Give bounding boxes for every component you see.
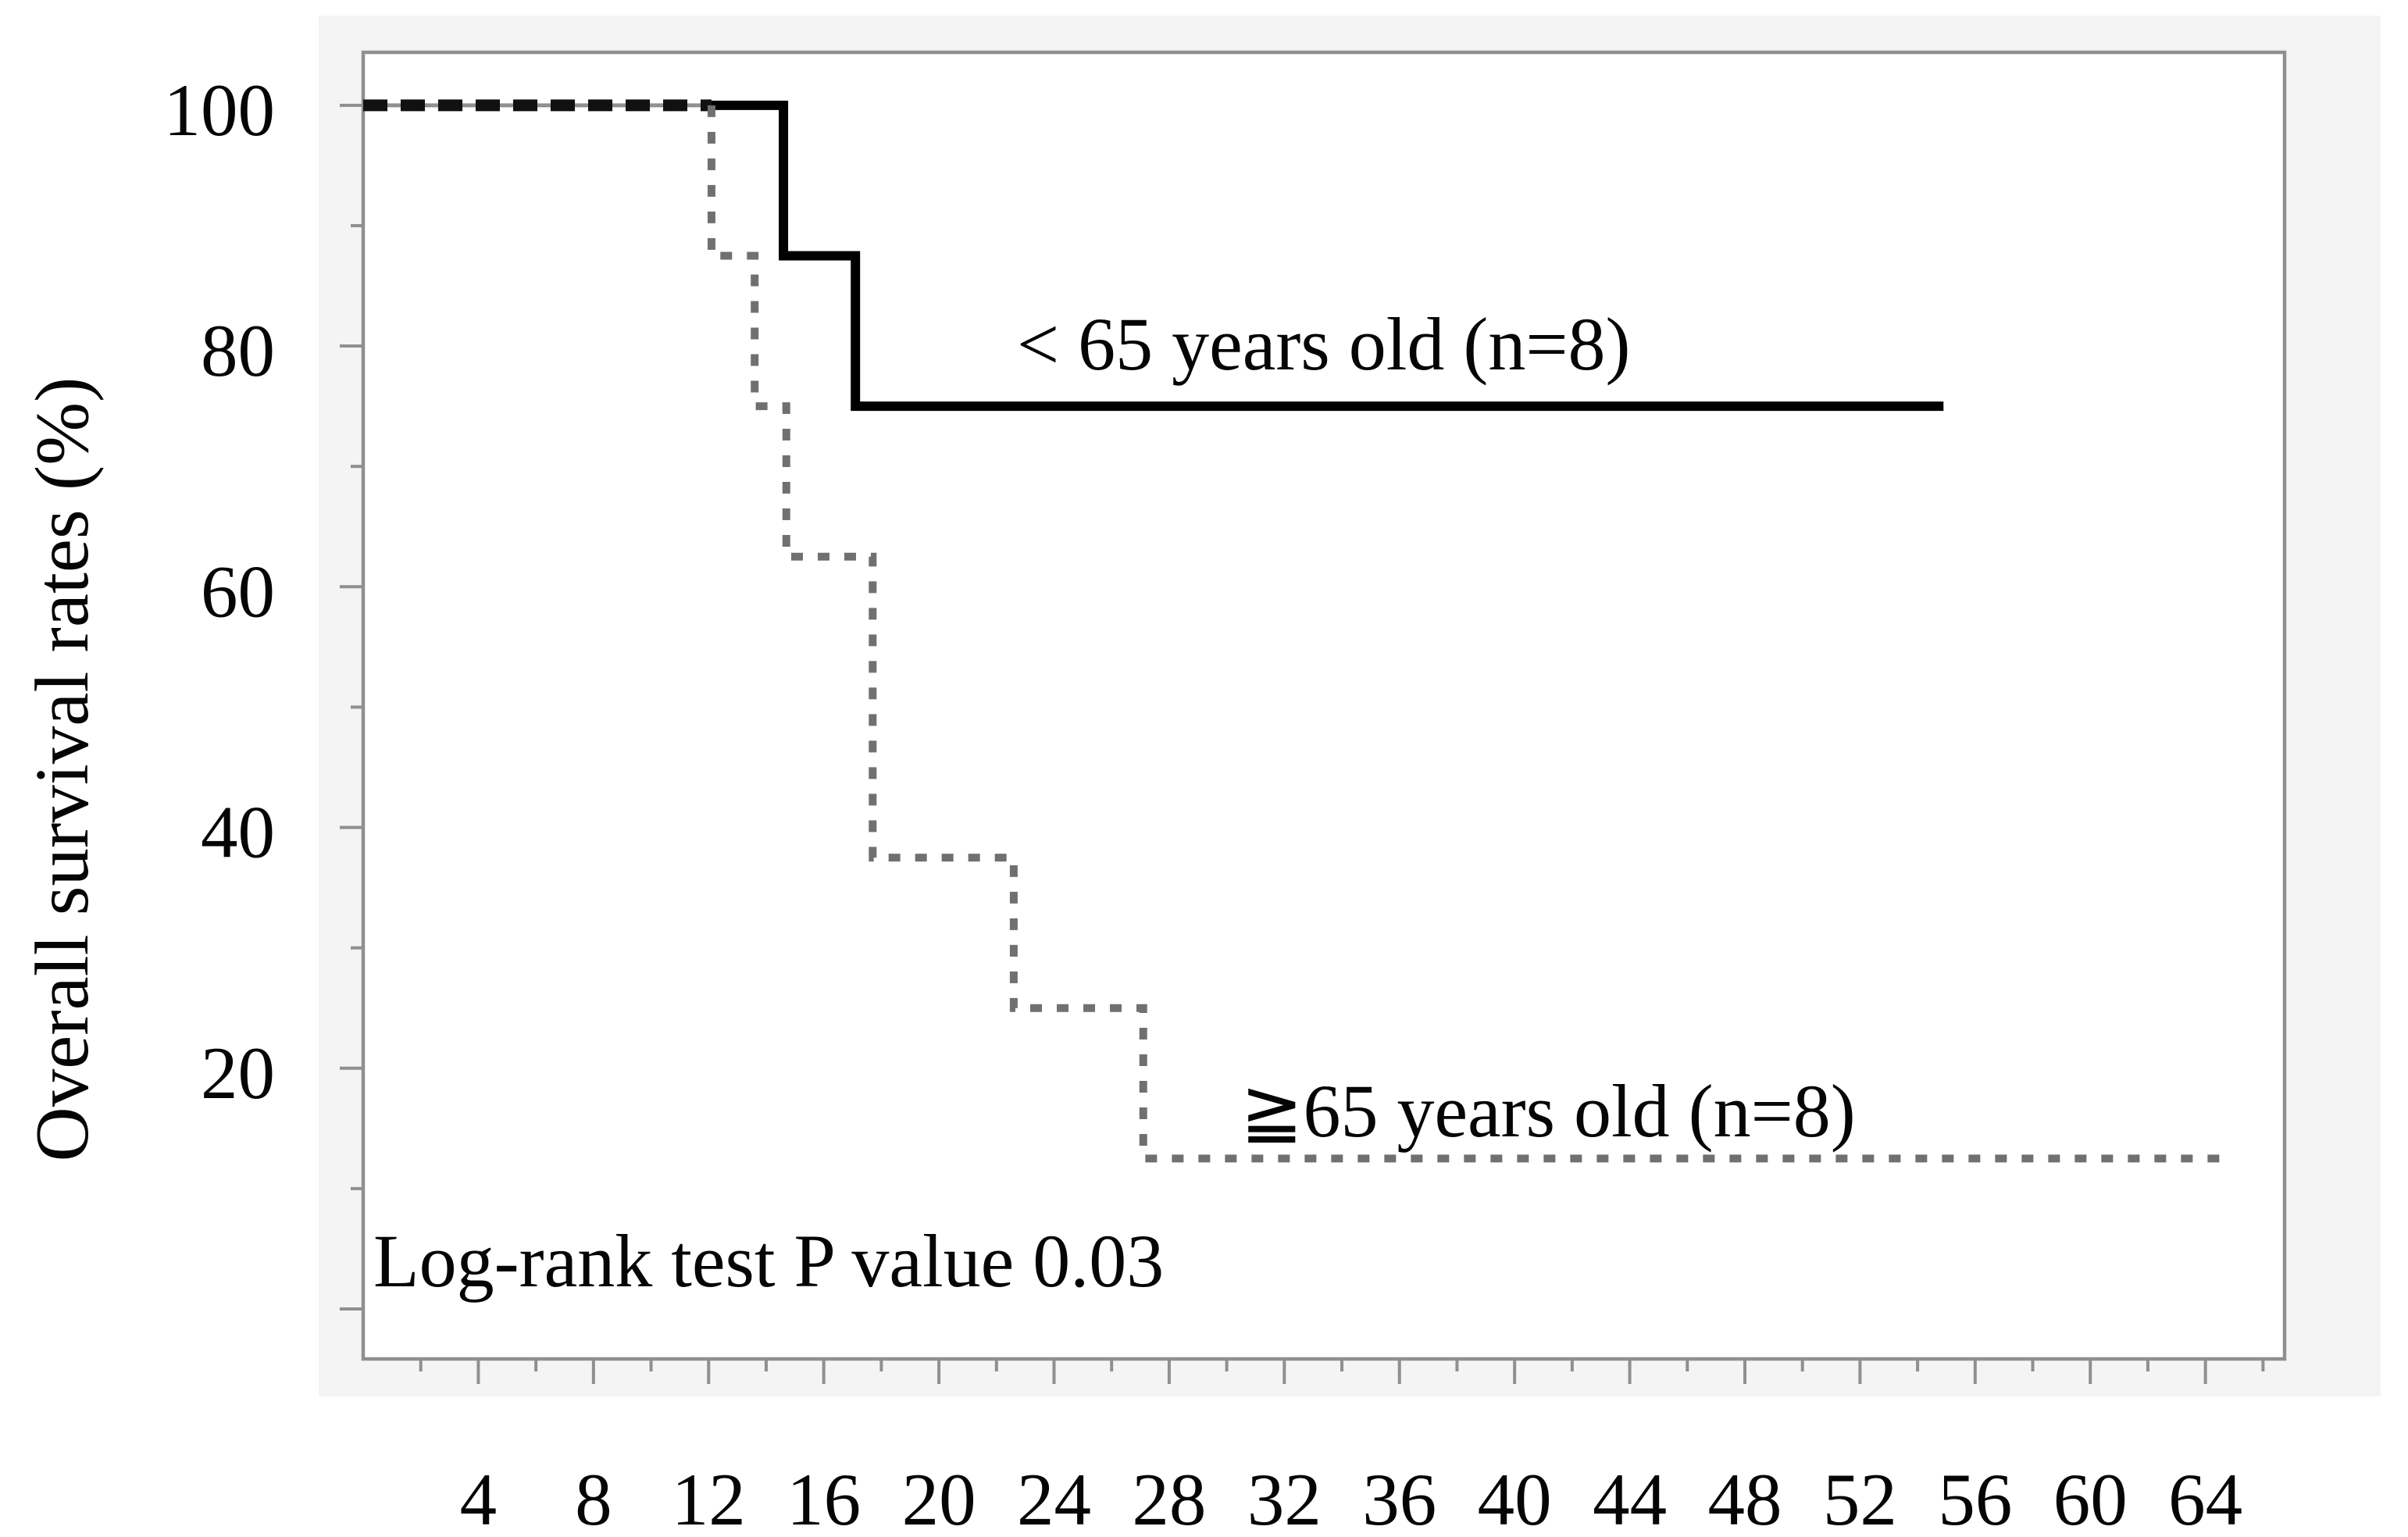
x-tick-label: 28 xyxy=(1132,1458,1206,1537)
x-tick-label: 24 xyxy=(1017,1458,1091,1537)
x-tick-label: 4 xyxy=(460,1458,498,1537)
legend-label-65-and-over: ≧65 years old (n=8) xyxy=(1240,1069,1856,1153)
series-65-and-over-curve xyxy=(707,105,2226,1163)
log-rank-pvalue-annotation: Log-rank test P value 0.03 xyxy=(373,1219,1164,1303)
x-tick-label: 48 xyxy=(1707,1458,1782,1537)
series-under-65-curve xyxy=(711,100,1944,412)
plot-area xyxy=(363,52,2285,1359)
x-tick-label: 12 xyxy=(672,1458,746,1537)
x-tick-label: 8 xyxy=(575,1458,612,1537)
legend-label-under-65: < 65 years old (n=8) xyxy=(1017,302,1630,386)
x-tick-label: 52 xyxy=(1823,1458,1897,1537)
x-tick-label: 56 xyxy=(1938,1458,2012,1537)
y-axis-title: Overall survival rates (%) xyxy=(20,377,104,1162)
y-tick-label: 60 xyxy=(201,550,275,633)
x-tick-label: 20 xyxy=(902,1458,976,1537)
x-tick-label: 36 xyxy=(1362,1458,1436,1537)
x-tick-label: 32 xyxy=(1247,1458,1322,1537)
plot-frame xyxy=(361,50,2287,1361)
x-tick-label: 16 xyxy=(787,1458,861,1537)
y-tick-label: 40 xyxy=(201,791,275,874)
x-tick-label: 40 xyxy=(1478,1458,1552,1537)
x-tick-label: 44 xyxy=(1593,1458,1667,1537)
y-tick-label: 80 xyxy=(201,309,275,392)
x-tick-label: 60 xyxy=(2053,1458,2128,1537)
x-tick-label: 64 xyxy=(2168,1458,2242,1537)
y-tick-label: 100 xyxy=(164,69,276,152)
y-tick-label: 20 xyxy=(201,1032,275,1114)
